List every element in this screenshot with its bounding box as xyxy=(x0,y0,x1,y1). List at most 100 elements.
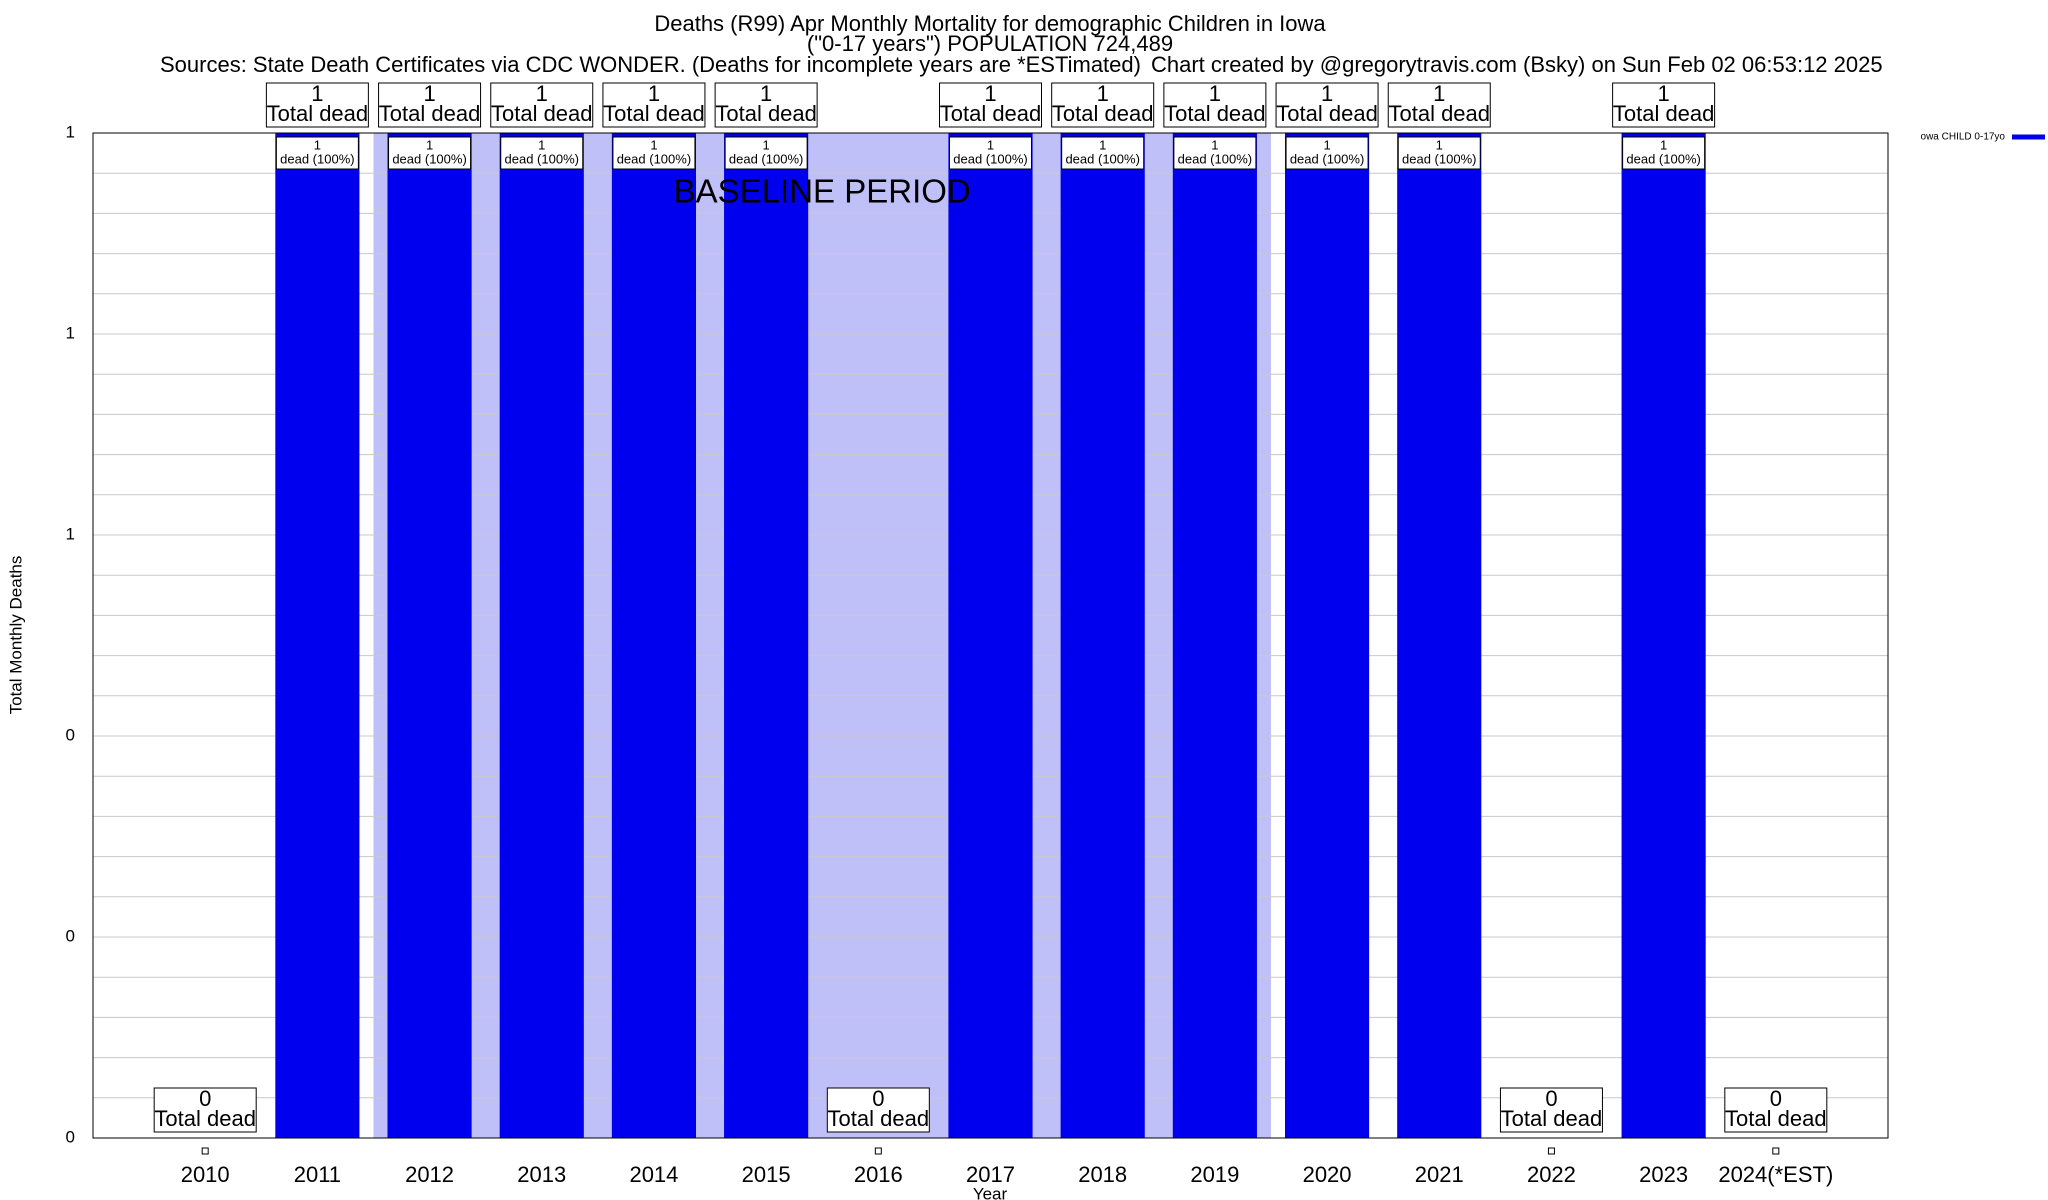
total-value-label: 1 xyxy=(760,81,772,106)
total-box xyxy=(265,82,369,128)
total-label: Total dead xyxy=(1725,1106,1827,1131)
share-label: dead (100%) xyxy=(1402,151,1476,166)
y-tick-label: 1 xyxy=(66,323,75,342)
share-label: dead (100%) xyxy=(1178,151,1252,166)
total-value-label: 0 xyxy=(1770,1086,1782,1111)
total-value-label: 1 xyxy=(1433,81,1445,106)
share-value-label: 1 xyxy=(1436,137,1443,152)
share-box xyxy=(388,136,472,170)
total-value-label: 1 xyxy=(1321,81,1333,106)
total-value-label: 1 xyxy=(984,81,996,106)
share-label: dead (100%) xyxy=(505,151,579,166)
total-label: Total dead xyxy=(1388,101,1490,126)
bar xyxy=(1621,133,1706,1138)
share-value-label: 1 xyxy=(650,137,657,152)
legend-label: owa CHILD 0-17yo xyxy=(1921,132,2006,143)
y-tick-label: 0 xyxy=(66,926,75,945)
zero-marker xyxy=(874,1147,882,1155)
total-box xyxy=(1387,82,1491,128)
total-label: Total dead xyxy=(267,101,369,126)
share-label: dead (100%) xyxy=(1065,151,1139,166)
bar xyxy=(611,133,697,1138)
share-label: dead (100%) xyxy=(953,151,1027,166)
total-label: Total dead xyxy=(715,101,817,126)
share-value-label: 1 xyxy=(1211,137,1218,152)
bar xyxy=(1060,133,1145,1138)
total-label: Total dead xyxy=(1276,101,1378,126)
total-value-label: 1 xyxy=(311,81,323,106)
total-value-label: 1 xyxy=(648,81,660,106)
total-box xyxy=(153,1087,257,1133)
total-box xyxy=(1724,1087,1828,1133)
bar xyxy=(948,133,1033,1138)
share-label: dead (100%) xyxy=(392,151,466,166)
chart-subtitle: ("0-17 years") POPULATION 724,489 xyxy=(807,31,1173,56)
x-tick-label: 2022 xyxy=(1527,1162,1576,1187)
x-tick-label: 2019 xyxy=(1190,1162,1239,1187)
y-tick-label: 1 xyxy=(66,122,75,141)
share-value-label: 1 xyxy=(987,137,994,152)
total-label: Total dead xyxy=(940,101,1042,126)
total-box xyxy=(378,82,482,128)
total-box xyxy=(1051,82,1155,128)
total-value-label: 1 xyxy=(1097,81,1109,106)
total-label: Total dead xyxy=(828,1106,930,1131)
x-tick-label: 2016 xyxy=(854,1162,903,1187)
total-label: Total dead xyxy=(491,101,593,126)
share-box xyxy=(612,136,696,170)
zero-marker xyxy=(1772,1147,1780,1155)
bar xyxy=(724,133,809,1138)
total-box xyxy=(714,82,818,128)
share-label: dead (100%) xyxy=(1626,151,1700,166)
share-value-label: 1 xyxy=(1099,137,1106,152)
x-tick-label: 2020 xyxy=(1303,1162,1352,1187)
y-tick-label: 1 xyxy=(66,524,75,543)
baseline-label: BASELINE PERIOD xyxy=(674,173,971,210)
share-box xyxy=(1285,136,1369,170)
share-label: dead (100%) xyxy=(729,151,803,166)
x-tick-label: 2010 xyxy=(181,1162,230,1187)
chart-title: Deaths (R99) Apr Monthly Mortality for d… xyxy=(654,11,1326,36)
total-box xyxy=(1163,82,1267,128)
share-box xyxy=(1061,136,1145,170)
x-tick-label: 2015 xyxy=(742,1162,791,1187)
total-label: Total dead xyxy=(154,1106,256,1131)
share-box xyxy=(949,136,1032,170)
total-label: Total dead xyxy=(603,101,705,126)
share-box xyxy=(275,136,359,170)
total-box xyxy=(602,82,706,128)
share-value-label: 1 xyxy=(763,137,770,152)
bar xyxy=(1284,133,1370,1138)
y-tick-label: 0 xyxy=(66,1127,75,1146)
x-tick-label: 2018 xyxy=(1078,1162,1127,1187)
total-value-label: 1 xyxy=(423,81,435,106)
bar xyxy=(387,133,472,1138)
total-box xyxy=(1612,82,1716,128)
x-tick-label: 2012 xyxy=(405,1162,454,1187)
bar xyxy=(1172,133,1257,1138)
total-label: Total dead xyxy=(1501,1106,1603,1131)
share-label: dead (100%) xyxy=(617,151,691,166)
y-tick-label: 0 xyxy=(66,725,75,744)
total-value-label: 1 xyxy=(1209,81,1221,106)
total-box xyxy=(490,82,594,128)
share-box xyxy=(1173,136,1257,170)
bar xyxy=(499,133,584,1138)
total-value-label: 0 xyxy=(872,1086,884,1111)
x-tick-label: 2013 xyxy=(517,1162,566,1187)
x-tick-label: 2014 xyxy=(629,1162,678,1187)
total-value-label: 1 xyxy=(1658,81,1670,106)
x-tick-label: 2017 xyxy=(966,1162,1015,1187)
y-axis-label: Total Monthly Deaths xyxy=(6,556,25,715)
share-value-label: 1 xyxy=(1323,137,1330,152)
total-label: Total dead xyxy=(379,101,481,126)
x-tick-label: 2023 xyxy=(1639,1162,1688,1187)
share-label: dead (100%) xyxy=(1290,151,1364,166)
bar xyxy=(1397,133,1482,1138)
zero-marker xyxy=(1547,1147,1555,1155)
x-axis-label: Year xyxy=(973,1184,1008,1200)
share-value-label: 1 xyxy=(314,137,321,152)
total-box xyxy=(1499,1087,1603,1133)
x-tick-label: 2011 xyxy=(294,1162,341,1187)
share-label: dead (100%) xyxy=(280,151,354,166)
